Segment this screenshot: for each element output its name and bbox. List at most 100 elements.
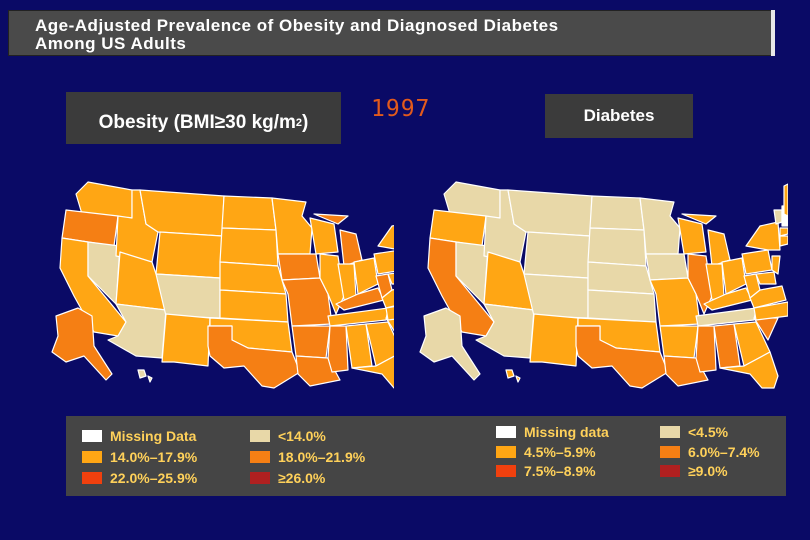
diabetes-legend-item: 7.5%–8.9% (496, 463, 596, 479)
state-TX (207, 325, 301, 389)
state-NE (587, 261, 655, 295)
state-FL (719, 351, 779, 389)
state-IA (645, 253, 689, 281)
state-VT (773, 209, 783, 225)
diabetes-panel-label: Diabetes (545, 94, 693, 138)
legend-swatch (496, 465, 516, 477)
obesity-legend-item: <14.0% (250, 428, 326, 444)
diabetes-legend-item: ≥9.0% (660, 463, 728, 479)
legend-label: ≥26.0% (278, 470, 326, 486)
state-WI (309, 217, 339, 255)
state-MD (387, 272, 394, 285)
obesity-legend-item: 18.0%–21.9% (250, 449, 365, 465)
state-MN (639, 197, 681, 255)
legend-label: 7.5%–8.9% (524, 463, 596, 479)
obesity-legend-item: Missing Data (82, 428, 196, 444)
obesity-legend-item: 22.0%–25.9% (82, 470, 197, 486)
state-NM (161, 313, 211, 367)
obesity-label-sup: 2 (295, 117, 303, 129)
legend-label: Missing Data (110, 428, 197, 444)
obesity-panel-label: Obesity (BMI≥30 kg/m 2) (66, 92, 341, 144)
state-NE (219, 261, 287, 295)
state-HI (137, 369, 153, 383)
legend-swatch (496, 446, 516, 458)
legend-swatch (250, 430, 270, 442)
diabetes-us-map (419, 181, 788, 389)
legend-label: 14.0%–17.9% (110, 449, 198, 465)
diabetes-legend-item: Missing data (496, 424, 609, 440)
state-CO (155, 273, 221, 319)
obesity-label-suffix: ) (302, 112, 309, 133)
state-TN (327, 307, 389, 327)
title-line-2: Among US Adults (35, 34, 187, 53)
title-edge (771, 10, 775, 56)
state-PA (373, 250, 394, 275)
state-NC (753, 301, 788, 321)
state-MT (139, 189, 225, 237)
state-TX (575, 325, 669, 389)
obesity-label-prefix: Obesity (BMI≥30 kg/m (98, 112, 296, 133)
obesity-us-map (51, 181, 394, 389)
legend-label: Missing data (524, 424, 609, 440)
legend-swatch (660, 426, 680, 438)
state-KS (219, 289, 289, 323)
state-MT (507, 189, 593, 237)
state-CO (523, 273, 589, 319)
diabetes-legend-item: <4.5% (660, 424, 728, 440)
legend-swatch (250, 451, 270, 463)
legend-label: 22.0%–25.9% (110, 470, 198, 486)
state-IA (277, 253, 321, 281)
title-banner: Age-Adjusted Prevalence of Obesity and D… (8, 10, 774, 56)
state-VA (749, 285, 787, 309)
state-VA (381, 289, 394, 309)
legend-swatch (82, 451, 102, 463)
state-AK (419, 307, 481, 381)
state-NY (377, 224, 394, 250)
state-CT (779, 235, 788, 247)
state-HI (505, 369, 521, 383)
legend-panel: Missing Data <14.0% 14.0%–17.9% 18.0%–21… (66, 416, 786, 496)
diabetes-legend-item: 6.0%–7.4% (660, 444, 760, 460)
obesity-legend-item: 14.0%–17.9% (82, 449, 197, 465)
state-FL (351, 355, 394, 389)
state-IL (687, 253, 713, 315)
state-SD (219, 227, 279, 267)
state-IL (319, 253, 345, 315)
legend-label: <4.5% (688, 424, 729, 440)
year-label: 1997 (371, 96, 431, 122)
state-MA (779, 227, 788, 237)
state-AR (659, 325, 699, 359)
state-NJ (771, 255, 781, 275)
legend-label: 18.0%–21.9% (278, 449, 366, 465)
legend-swatch (496, 426, 516, 438)
title-line-1: Age-Adjusted Prevalence of Obesity and D… (35, 16, 559, 35)
state-AK (51, 307, 113, 381)
state-TN (695, 307, 757, 327)
legend-label: 6.0%–7.4% (688, 444, 760, 460)
legend-swatch (660, 446, 680, 458)
state-MS (695, 325, 717, 373)
state-ND (589, 195, 645, 231)
diabetes-legend-item: 4.5%–5.9% (496, 444, 596, 460)
obesity-legend-item: ≥26.0% (250, 470, 325, 486)
state-NM (529, 313, 579, 367)
state-KS (587, 289, 657, 323)
state-AR (291, 325, 331, 359)
legend-swatch (82, 472, 102, 484)
state-ND (221, 195, 277, 231)
state-MN (271, 197, 313, 255)
legend-label: <14.0% (278, 428, 326, 444)
state-ME (783, 183, 788, 217)
state-PA (741, 249, 773, 275)
legend-swatch (250, 472, 270, 484)
state-NY (745, 221, 781, 251)
state-WY (155, 231, 223, 279)
state-MD (755, 271, 777, 285)
state-WY (523, 231, 591, 279)
legend-swatch (82, 430, 102, 442)
state-MS (327, 325, 349, 373)
state-GA (365, 321, 394, 367)
legend-label: 4.5%–5.9% (524, 444, 596, 460)
state-SD (587, 227, 647, 267)
legend-swatch (660, 465, 680, 477)
